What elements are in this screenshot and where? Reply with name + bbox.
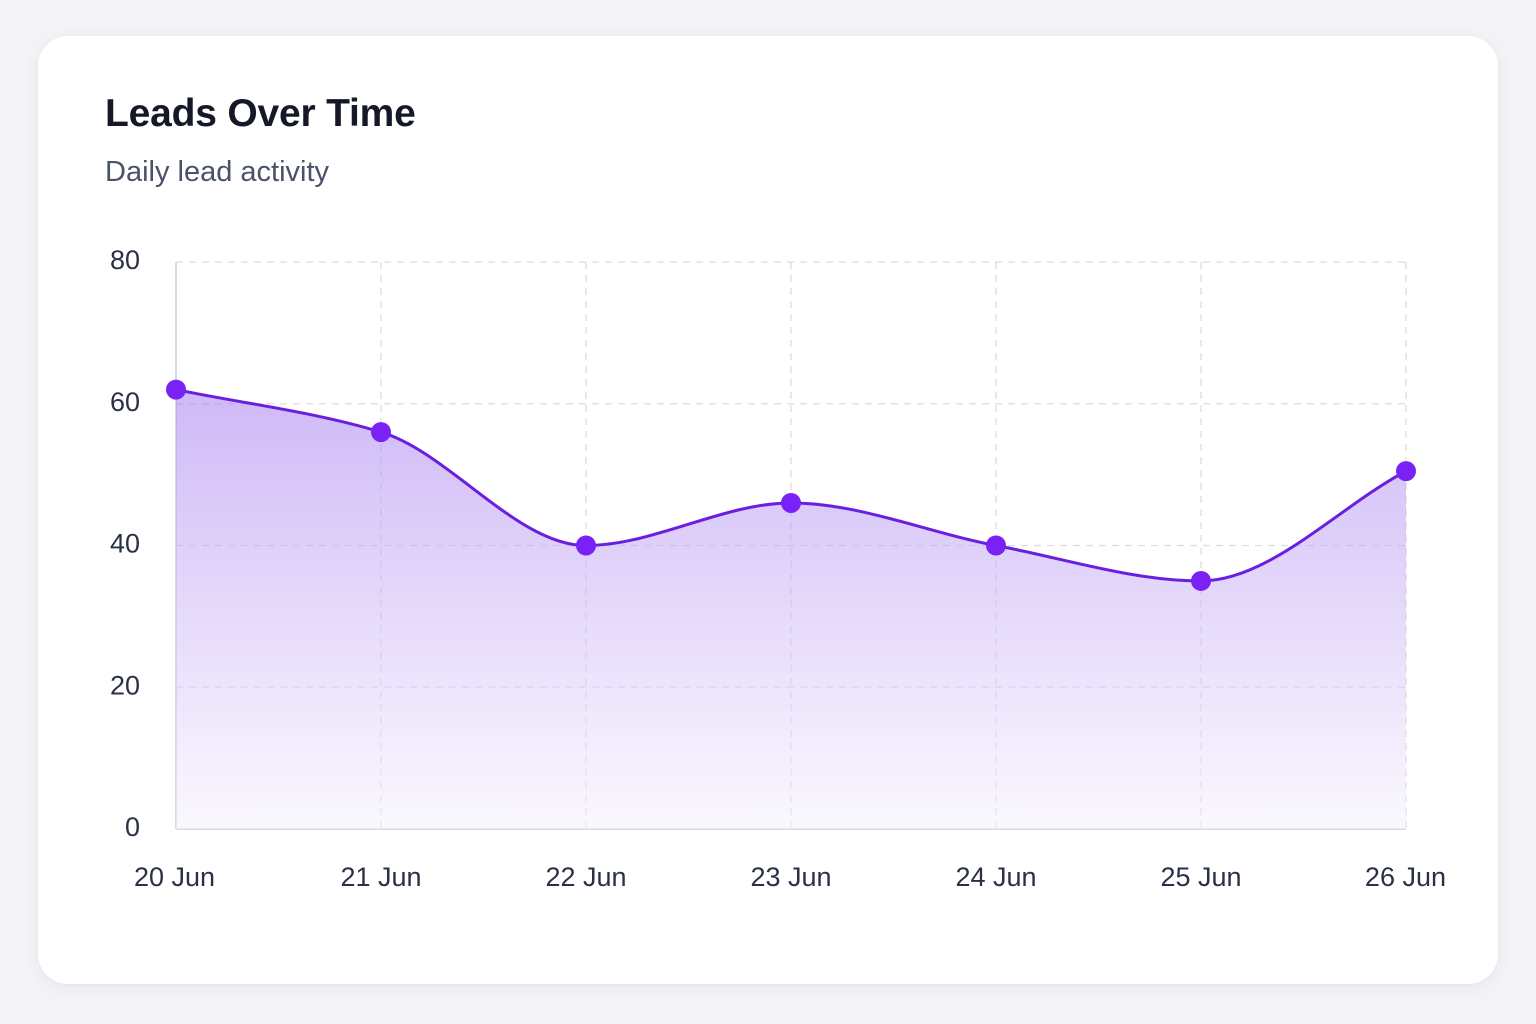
x-tick-label: 21 Jun xyxy=(340,862,421,892)
y-tick-label: 40 xyxy=(110,529,140,559)
y-tick-label: 60 xyxy=(110,387,140,417)
x-tick-label: 26 Jun xyxy=(1365,862,1446,892)
data-point-25-jun xyxy=(1191,570,1211,591)
data-point-20-jun xyxy=(166,379,186,400)
data-point-24-jun xyxy=(986,535,1006,556)
x-tick-label: 23 Jun xyxy=(750,862,831,892)
x-axis-ticks: 20 Jun 21 Jun 22 Jun 23 Jun 24 Jun 25 Jun 26 J… xyxy=(134,862,1446,892)
data-points xyxy=(166,379,1416,591)
data-point-23-jun xyxy=(781,492,801,513)
y-tick-label: 20 xyxy=(110,670,140,700)
data-point-21-jun xyxy=(371,422,391,443)
x-tick-label: 25 Jun xyxy=(1160,862,1241,892)
y-tick-label: 80 xyxy=(110,245,140,275)
data-point-22-jun xyxy=(576,535,596,556)
chart-subtitle: Daily lead activity xyxy=(105,156,330,188)
series-area xyxy=(176,389,1406,829)
y-tick-label: 0 xyxy=(125,812,140,842)
y-axis-ticks: 0 20 40 60 80 xyxy=(110,245,140,842)
x-tick-label: 20 Jun xyxy=(134,862,215,892)
data-point-26-jun xyxy=(1396,461,1416,482)
chart-title: Leads Over Time xyxy=(105,92,416,135)
x-tick-label: 24 Jun xyxy=(955,862,1036,892)
x-tick-label: 22 Jun xyxy=(545,862,626,892)
